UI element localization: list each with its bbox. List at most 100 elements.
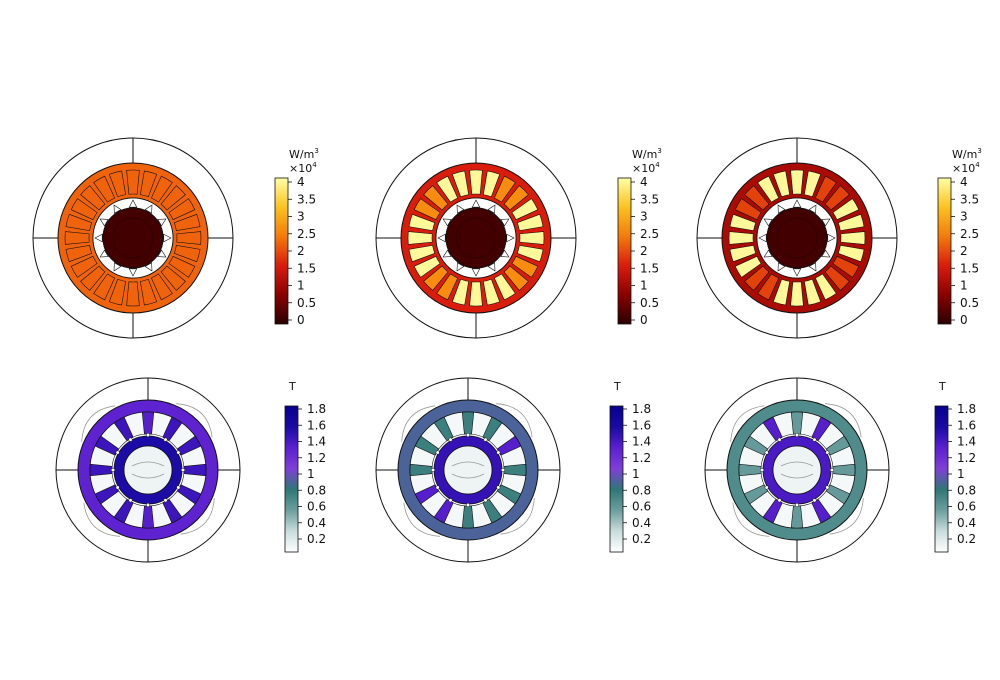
legend-tick-label: 1.6	[307, 418, 326, 432]
pole-tip	[500, 249, 510, 258]
coil-slot	[160, 265, 186, 291]
coil-slot	[436, 273, 459, 301]
legend-tick-label: 1.6	[632, 418, 651, 432]
legend-tick-label: 0.6	[307, 500, 326, 514]
unit-superscript: 3	[657, 147, 661, 155]
stator-tooth	[461, 411, 475, 435]
magnet-marker	[110, 467, 116, 473]
stator-tooth	[176, 484, 202, 505]
stator-tooth	[811, 498, 832, 524]
coil-slot	[65, 244, 93, 263]
flux-plot-1	[55, 377, 241, 563]
color-bar	[937, 177, 952, 325]
coil-slot	[93, 175, 116, 203]
pole-tip	[500, 218, 510, 227]
legend-tick-label: 1.4	[632, 435, 651, 449]
legend-tick-label: 3.5	[640, 192, 659, 206]
coil-slot	[80, 185, 106, 211]
legend-tick-label: 0.4	[957, 516, 976, 530]
coil-slot	[168, 255, 196, 278]
magnet-marker	[115, 450, 120, 455]
color-bar	[617, 177, 632, 325]
legend-tick-label: 4	[297, 175, 305, 189]
pole-tip	[827, 233, 836, 243]
field-line	[825, 403, 862, 438]
magnet-marker	[764, 450, 769, 455]
stator-tooth	[461, 505, 475, 529]
legend-tick-label: 0.2	[632, 532, 651, 546]
pole-tip	[456, 204, 465, 214]
magnet-marker	[829, 467, 835, 473]
magnet-marker	[180, 467, 186, 473]
flux-plot-2	[375, 377, 561, 563]
scale-superscript: 4	[655, 161, 660, 169]
stator-tooth	[141, 411, 155, 435]
legend-tick-label: 3	[640, 210, 648, 224]
flux-color-legend-1: T 1.8 1.6 1.4 1.2 1 0.8 0.6 0.4 0.2	[284, 380, 326, 553]
coil-slot	[64, 231, 90, 245]
legend-tick-label: 1	[297, 279, 305, 293]
magnet-marker	[764, 485, 769, 490]
shaft-region	[443, 445, 493, 495]
magnet-marker	[435, 450, 440, 455]
pole-tip	[437, 233, 446, 243]
coil-slot	[757, 175, 780, 203]
coil-slot	[803, 170, 822, 198]
stator-tooth	[503, 463, 527, 477]
magnet-marker	[500, 467, 506, 473]
legend-tick-label: 0.5	[640, 296, 659, 310]
pole-tip	[821, 249, 831, 258]
legend-tick-label: 2	[960, 244, 968, 258]
legend-tick-label: 0.6	[957, 500, 976, 514]
coil-slot	[469, 169, 483, 195]
magnet-marker	[163, 498, 168, 503]
pole-tip	[113, 262, 122, 272]
pole-tip	[763, 249, 773, 258]
legend-tick-label: 4	[960, 175, 968, 189]
coil-slot	[503, 185, 529, 211]
magnet-marker	[794, 432, 800, 438]
pole-tip	[471, 268, 481, 277]
coil-slot	[482, 170, 501, 198]
coil-slot	[516, 213, 544, 232]
shaft-circle	[112, 217, 154, 259]
coil-slot	[824, 265, 850, 291]
scale-superscript: 4	[312, 161, 317, 169]
coil-slot	[80, 265, 106, 291]
legend-tick-label: 4	[640, 175, 648, 189]
coil-slot	[516, 244, 544, 263]
coil-slot	[70, 255, 98, 278]
pole-tip	[471, 199, 481, 208]
pole-tip	[808, 204, 817, 214]
pole-tip	[144, 204, 153, 214]
stator-tooth	[825, 435, 851, 456]
coil-slot	[93, 273, 116, 301]
legend-tick-label: 2	[297, 244, 305, 258]
coil-slot	[70, 198, 98, 221]
stator-tooth	[113, 416, 134, 442]
coil-slot	[408, 213, 436, 232]
magnet-marker	[128, 437, 133, 442]
legend-tick-label: 0.4	[307, 516, 326, 530]
color-bar	[284, 405, 299, 553]
coil-slot	[139, 278, 158, 306]
legend-tick-label: 0.6	[632, 500, 651, 514]
shaft-contour	[780, 473, 814, 479]
legend-tick-label: 1.5	[960, 261, 979, 275]
legend-tick-label: 0.4	[632, 516, 651, 530]
legend-tick-label: 0.2	[957, 532, 976, 546]
magnet-marker	[812, 437, 817, 442]
magnet-marker	[496, 450, 501, 455]
pole-tip	[163, 233, 172, 243]
legend-tick-label: 3.5	[297, 192, 316, 206]
flux-color-legend-3: T 1.8 1.6 1.4 1.2 1 0.8 0.6 0.4 0.2	[934, 380, 976, 553]
field-line	[180, 498, 215, 535]
legend-tick-label: 0.8	[632, 483, 651, 497]
coil-slot	[837, 213, 865, 232]
coil-slot	[503, 265, 529, 291]
stator-tooth	[738, 463, 762, 477]
stator-tooth	[113, 498, 134, 524]
pole-tip	[821, 218, 831, 227]
magnet-marker	[777, 498, 782, 503]
